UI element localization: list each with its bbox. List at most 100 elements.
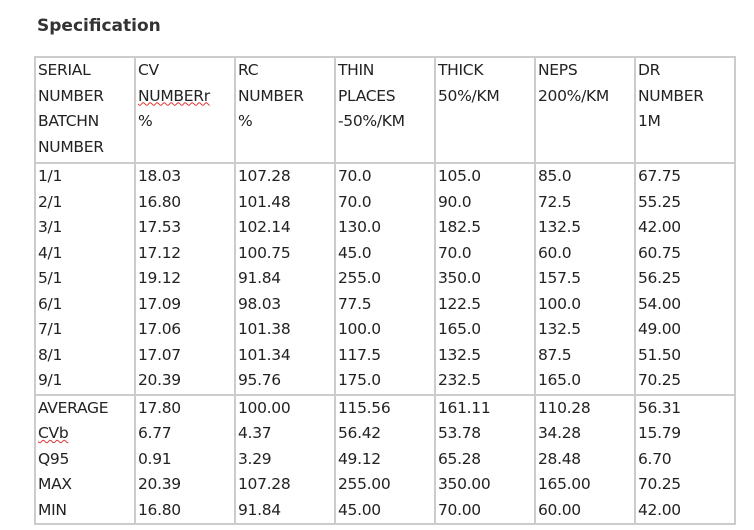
table-cell: 117.5	[334, 342, 436, 368]
table-cell: 55.25	[634, 189, 736, 215]
table-cell: 77.5	[334, 291, 436, 317]
table-cell: 132.5	[534, 215, 636, 241]
table-cell: 56.31	[634, 393, 736, 421]
row-label: MIN	[34, 497, 136, 524]
table-cell: 20.39	[134, 472, 236, 498]
table-cell: 49.12	[334, 446, 436, 472]
column-header: RC NUMBER%	[234, 57, 336, 164]
row-label: 1/1	[34, 163, 136, 190]
table-cell: 17.09	[134, 291, 236, 317]
section-title: Specification	[37, 16, 161, 36]
table-cell: 16.80	[134, 189, 236, 215]
table-row: 3/1 17.53 102.14 130.0 182.5 132.5 42.00	[34, 215, 736, 241]
header-line: 1M	[638, 112, 661, 130]
table-cell: 85.0	[534, 163, 636, 190]
table-cell: 350.00	[434, 472, 536, 498]
table-cell: 17.06	[134, 317, 236, 343]
table-cell: 101.34	[234, 342, 336, 368]
table-cell: 16.80	[134, 497, 236, 524]
table-row: 8/1 17.07 101.34 117.5 132.5 87.5 51.50	[34, 342, 736, 368]
header-line: NUMBER	[38, 86, 104, 105]
table-cell: 70.25	[634, 368, 736, 395]
table-cell: 72.5	[534, 189, 636, 215]
header-line: NUMBER	[38, 137, 104, 156]
table-cell: 70.0	[434, 240, 536, 266]
table-row: 4/1 17.12 100.75 45.0 70.0 60.0 60.75	[34, 240, 736, 266]
table-row: 5/1 19.12 91.84 255.0 350.0 157.5 56.25	[34, 266, 736, 292]
table-cell: 17.07	[134, 342, 236, 368]
table-cell: 17.12	[134, 240, 236, 266]
table-cell: 17.53	[134, 215, 236, 241]
table-cell: 51.50	[634, 342, 736, 368]
row-label: 3/1	[34, 215, 136, 241]
table-cell: 56.42	[334, 421, 436, 447]
specification-table: SERIAL NUMBER BATCHN NUMBER CV NUMBERr% RC NUMB…	[34, 56, 736, 525]
header-line: BATCHN	[38, 112, 99, 130]
table-row: 6/1 17.09 98.03 77.5 122.5 100.0 54.00	[34, 291, 736, 317]
table-cell: 28.48	[534, 446, 636, 472]
table-cell: 70.0	[334, 163, 436, 190]
header-line: DR	[638, 61, 661, 79]
table-cell: 91.84	[234, 266, 336, 292]
header-line: NUMBER	[638, 86, 704, 105]
table-cell: 18.03	[134, 163, 236, 190]
table-cell: 87.5	[534, 342, 636, 368]
table-cell: 110.28	[534, 393, 636, 421]
table-cell: 65.28	[434, 446, 536, 472]
table-cell: 15.79	[634, 421, 736, 447]
table-row: 1/1 18.03 107.28 70.0 105.0 85.0 67.75	[34, 163, 736, 190]
table-cell: 100.00	[234, 393, 336, 421]
table-cell: 101.48	[234, 189, 336, 215]
table-row: 9/1 20.39 95.76 175.0 232.5 165.0 70.25	[34, 368, 736, 395]
table-cell: 98.03	[234, 291, 336, 317]
table-cell: 6.77	[134, 421, 236, 447]
table-cell: 60.0	[534, 240, 636, 266]
header-line: THIN	[338, 61, 375, 79]
table-cell: 56.25	[634, 266, 736, 292]
table-cell: 70.00	[434, 497, 536, 524]
column-header: CV NUMBERr%	[134, 57, 236, 164]
table-cell: 49.00	[634, 317, 736, 343]
table-cell: 161.11	[434, 393, 536, 421]
row-label: 9/1	[34, 368, 136, 395]
header-line: NUMBER	[238, 86, 304, 105]
column-header: THIN PLACES -50%/KM	[334, 57, 436, 164]
row-label: MAX	[34, 472, 136, 498]
table-cell: 255.00	[334, 472, 436, 498]
header-line: RC	[238, 61, 259, 79]
table-row: 7/1 17.06 101.38 100.0 165.0 132.5 49.00	[34, 317, 736, 343]
row-label: AVERAGE	[34, 393, 136, 421]
table-cell: 101.38	[234, 317, 336, 343]
table-cell: 107.28	[234, 472, 336, 498]
row-label: Q95	[34, 446, 136, 472]
table-cell: 100.0	[534, 291, 636, 317]
header-line: NUMBERr	[138, 86, 210, 105]
header-line: THICK	[438, 61, 484, 79]
cvb-label: CVb	[38, 424, 69, 442]
stats-row: CVb 6.77 4.37 56.42 53.78 34.28 15.79	[34, 421, 736, 447]
table-cell: 91.84	[234, 497, 336, 524]
row-label: 8/1	[34, 342, 136, 368]
table-cell: 132.5	[534, 317, 636, 343]
table-cell: 130.0	[334, 215, 436, 241]
table-cell: 34.28	[534, 421, 636, 447]
table-cell: 3.29	[234, 446, 336, 472]
row-label: 2/1	[34, 189, 136, 215]
table-cell: 107.28	[234, 163, 336, 190]
table-cell: 53.78	[434, 421, 536, 447]
table-cell: 102.14	[234, 215, 336, 241]
column-header: NEPS 200%/KM	[534, 57, 636, 164]
table-cell: 42.00	[634, 497, 736, 524]
row-label: 4/1	[34, 240, 136, 266]
row-label: CVb	[34, 421, 136, 447]
table-cell: 70.25	[634, 472, 736, 498]
table-cell: 165.0	[434, 317, 536, 343]
table-cell: 165.00	[534, 472, 636, 498]
table-cell: 54.00	[634, 291, 736, 317]
table-cell: 100.75	[234, 240, 336, 266]
table-row: 2/1 16.80 101.48 70.0 90.0 72.5 55.25	[34, 189, 736, 215]
header-row: SERIAL NUMBER BATCHN NUMBER CV NUMBERr% RC NUMB…	[34, 57, 736, 164]
table-cell: 60.00	[534, 497, 636, 524]
table-cell: 20.39	[134, 368, 236, 395]
table-cell: 42.00	[634, 215, 736, 241]
